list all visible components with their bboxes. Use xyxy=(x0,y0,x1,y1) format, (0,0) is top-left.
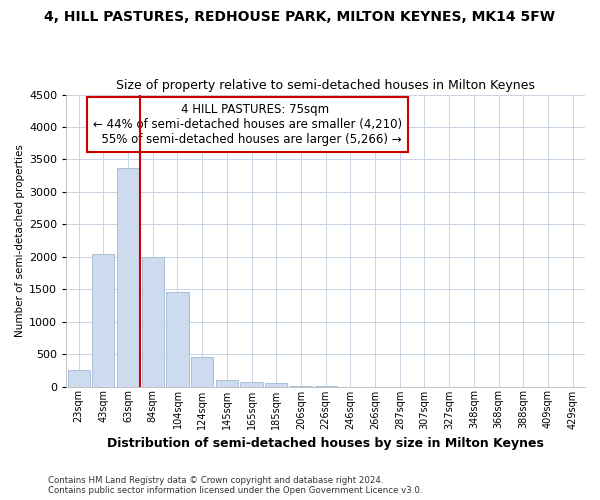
Bar xyxy=(216,380,238,386)
Bar xyxy=(166,292,188,386)
Bar xyxy=(117,168,139,386)
Bar xyxy=(92,254,115,386)
Y-axis label: Number of semi-detached properties: Number of semi-detached properties xyxy=(15,144,25,337)
Text: 4 HILL PASTURES: 75sqm
← 44% of semi-detached houses are smaller (4,210)
  55% o: 4 HILL PASTURES: 75sqm ← 44% of semi-det… xyxy=(93,104,403,146)
Text: Contains HM Land Registry data © Crown copyright and database right 2024.
Contai: Contains HM Land Registry data © Crown c… xyxy=(48,476,422,495)
Bar xyxy=(265,384,287,386)
Title: Size of property relative to semi-detached houses in Milton Keynes: Size of property relative to semi-detach… xyxy=(116,79,535,92)
Bar xyxy=(191,356,213,386)
X-axis label: Distribution of semi-detached houses by size in Milton Keynes: Distribution of semi-detached houses by … xyxy=(107,437,544,450)
Text: 4, HILL PASTURES, REDHOUSE PARK, MILTON KEYNES, MK14 5FW: 4, HILL PASTURES, REDHOUSE PARK, MILTON … xyxy=(44,10,556,24)
Bar xyxy=(68,370,90,386)
Bar xyxy=(142,257,164,386)
Bar xyxy=(241,382,263,386)
